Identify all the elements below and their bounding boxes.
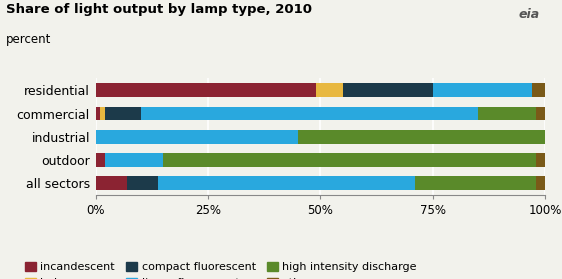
Bar xyxy=(96,107,100,121)
Bar xyxy=(100,107,105,121)
Bar xyxy=(298,130,545,144)
Bar xyxy=(96,176,127,190)
Bar xyxy=(343,83,433,97)
Bar xyxy=(478,107,536,121)
Bar xyxy=(536,107,545,121)
Text: eia: eia xyxy=(518,8,540,21)
Bar xyxy=(415,176,536,190)
Bar xyxy=(105,107,140,121)
Bar xyxy=(433,83,532,97)
Bar xyxy=(96,83,316,97)
Legend: incandescent, halogen, compact fluorescent, linear fluorescent, high intensity d: incandescent, halogen, compact fluoresce… xyxy=(25,262,417,279)
Bar xyxy=(536,153,545,167)
Bar xyxy=(96,130,298,144)
Text: percent: percent xyxy=(6,33,51,47)
Bar xyxy=(158,176,415,190)
Bar xyxy=(140,107,478,121)
Bar xyxy=(163,153,536,167)
Text: Share of light output by lamp type, 2010: Share of light output by lamp type, 2010 xyxy=(6,3,311,16)
Bar xyxy=(96,153,105,167)
Bar xyxy=(536,176,545,190)
Bar xyxy=(532,83,545,97)
Bar xyxy=(316,83,343,97)
Bar xyxy=(127,176,158,190)
Bar xyxy=(105,153,163,167)
